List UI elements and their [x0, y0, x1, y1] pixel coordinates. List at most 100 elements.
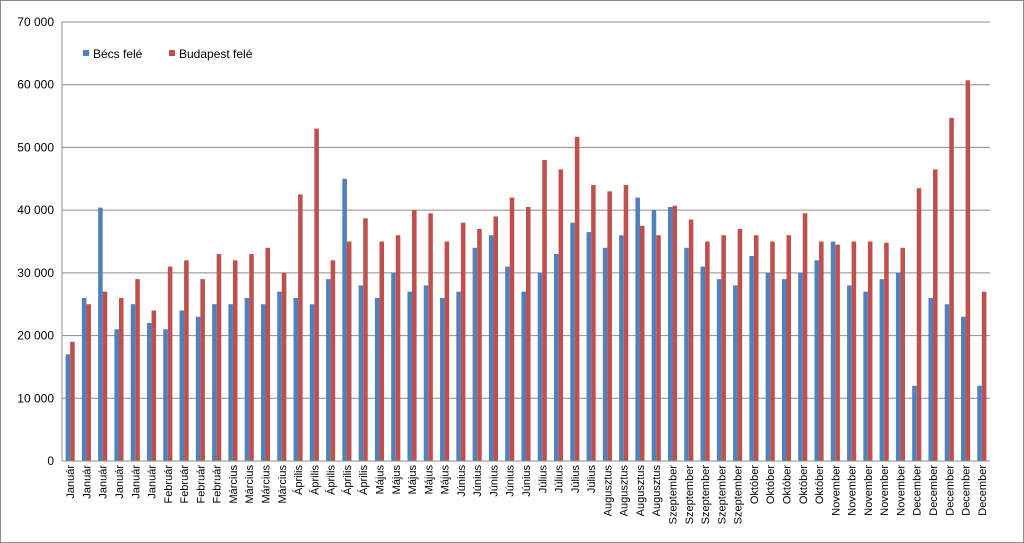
- bar: [460, 222, 466, 461]
- x-tick-label: Február: [179, 465, 191, 504]
- bar: [232, 260, 238, 461]
- x-tick-label: Augusztus: [651, 465, 663, 517]
- bar: [944, 304, 950, 461]
- bar: [493, 216, 498, 461]
- bar: [65, 354, 71, 461]
- bar: [526, 207, 531, 461]
- x-tick-label: Január: [147, 465, 159, 499]
- x-tick-label: Június: [488, 465, 500, 497]
- bar: [749, 255, 754, 461]
- x-tick-label: Szeptember: [716, 465, 728, 525]
- bar: [879, 279, 885, 461]
- x-tick-label: Július: [586, 465, 598, 494]
- bar: [900, 247, 906, 461]
- bar: [440, 297, 445, 461]
- bar: [184, 260, 189, 461]
- bars: [65, 80, 987, 462]
- bar: [374, 297, 380, 461]
- x-tick-label: Június: [456, 465, 468, 497]
- x-tick-label: Március: [261, 465, 273, 504]
- bar: [798, 272, 803, 461]
- bar: [151, 310, 157, 461]
- x-tick-label: Április: [292, 465, 305, 495]
- x-tick-label: Szeptember: [733, 465, 745, 525]
- x-tick-label: Január: [98, 465, 110, 499]
- bar: [884, 242, 889, 461]
- bar: [933, 169, 938, 461]
- bar: [912, 385, 917, 461]
- x-tick-label: Február: [163, 465, 175, 504]
- y-tick-label: 10 000: [17, 391, 54, 405]
- x-tick-label: December: [912, 465, 924, 516]
- bar: [688, 219, 694, 461]
- y-tick-label: 20 000: [17, 329, 54, 343]
- bar: [570, 222, 575, 461]
- bar: [81, 297, 87, 461]
- bar: [244, 297, 250, 461]
- x-tick-label: Július: [570, 465, 582, 494]
- bar: [733, 285, 738, 461]
- bar: [721, 235, 726, 461]
- bar: [700, 266, 706, 461]
- x-tick-label: December: [977, 465, 989, 516]
- x-tick-label: Október: [798, 465, 810, 504]
- y-tick-label: 0: [47, 454, 54, 468]
- x-tick-label: Október: [781, 465, 793, 504]
- bar: [412, 210, 417, 461]
- bar: [114, 329, 119, 461]
- bar: [456, 291, 461, 461]
- bar: [477, 228, 482, 461]
- x-tick-label: November: [863, 465, 875, 516]
- bar: [949, 117, 954, 462]
- bar: [444, 241, 450, 461]
- bar: [358, 285, 364, 461]
- x-tick-label: Május: [374, 465, 386, 495]
- x-tick-label: Május: [440, 465, 452, 495]
- x-tick-label: Január: [130, 465, 142, 499]
- bar: [102, 291, 108, 461]
- x-tick-label: Június: [505, 465, 517, 497]
- bar: [591, 185, 596, 462]
- bar: [537, 272, 543, 461]
- x-tick-label: Április: [341, 465, 354, 495]
- bar: [423, 285, 429, 461]
- bar: [118, 297, 124, 461]
- bar: [326, 279, 331, 461]
- bar: [200, 279, 205, 461]
- bar: [167, 266, 173, 461]
- bar: [830, 241, 836, 461]
- x-tick-label: Május: [391, 465, 403, 495]
- bar: [342, 178, 347, 462]
- bar: [179, 310, 185, 461]
- x-tick-label: Július: [554, 465, 566, 494]
- x-tick-label: Január: [81, 465, 93, 499]
- bar: [135, 279, 140, 461]
- x-tick-label: Október: [765, 465, 777, 504]
- bar: [716, 279, 722, 461]
- x-tick-label: December: [928, 465, 940, 516]
- legend-label-budapest: Budapest felé: [179, 47, 253, 61]
- x-tick-label: Augusztus: [619, 465, 631, 517]
- x-tick-label: Április: [325, 465, 338, 495]
- bar: [212, 304, 217, 461]
- bar: [281, 272, 287, 461]
- x-tick-label: Március: [277, 465, 289, 504]
- x-tick-label: Július: [537, 465, 549, 494]
- bar: [86, 304, 91, 461]
- bar: [330, 260, 336, 461]
- bar: [363, 218, 368, 461]
- bar: [684, 247, 689, 461]
- x-tick-label: Október: [814, 465, 826, 504]
- bar: [656, 235, 661, 461]
- bar: [554, 254, 559, 461]
- bar: [867, 241, 873, 461]
- bar: [521, 291, 526, 461]
- x-tick-label: Szeptember: [668, 465, 680, 525]
- legend-swatch-becs: [83, 50, 89, 56]
- x-tick-label: Január: [114, 465, 126, 499]
- bar: [705, 241, 710, 461]
- bar: [737, 228, 743, 461]
- bar: [228, 304, 233, 461]
- bar: [814, 260, 820, 461]
- bar: [314, 128, 319, 461]
